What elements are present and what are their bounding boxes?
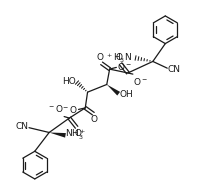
Text: O: O bbox=[91, 115, 98, 124]
Text: NH$_3^+$: NH$_3^+$ bbox=[64, 128, 86, 142]
Text: O$^-$: O$^-$ bbox=[133, 76, 148, 87]
Polygon shape bbox=[49, 132, 66, 138]
Text: O$^-$: O$^-$ bbox=[117, 61, 132, 72]
Text: HO: HO bbox=[62, 77, 76, 86]
Text: O: O bbox=[75, 129, 82, 138]
Text: O: O bbox=[97, 53, 104, 62]
Text: CN: CN bbox=[15, 122, 28, 131]
Text: $^-$O: $^-$O bbox=[47, 103, 64, 114]
Polygon shape bbox=[107, 84, 120, 95]
Text: $^+$H$_3$N: $^+$H$_3$N bbox=[105, 52, 132, 65]
Text: $^-$O: $^-$O bbox=[61, 104, 78, 115]
Text: O: O bbox=[116, 53, 123, 62]
Text: OH: OH bbox=[120, 90, 133, 99]
Text: CN: CN bbox=[168, 65, 181, 74]
